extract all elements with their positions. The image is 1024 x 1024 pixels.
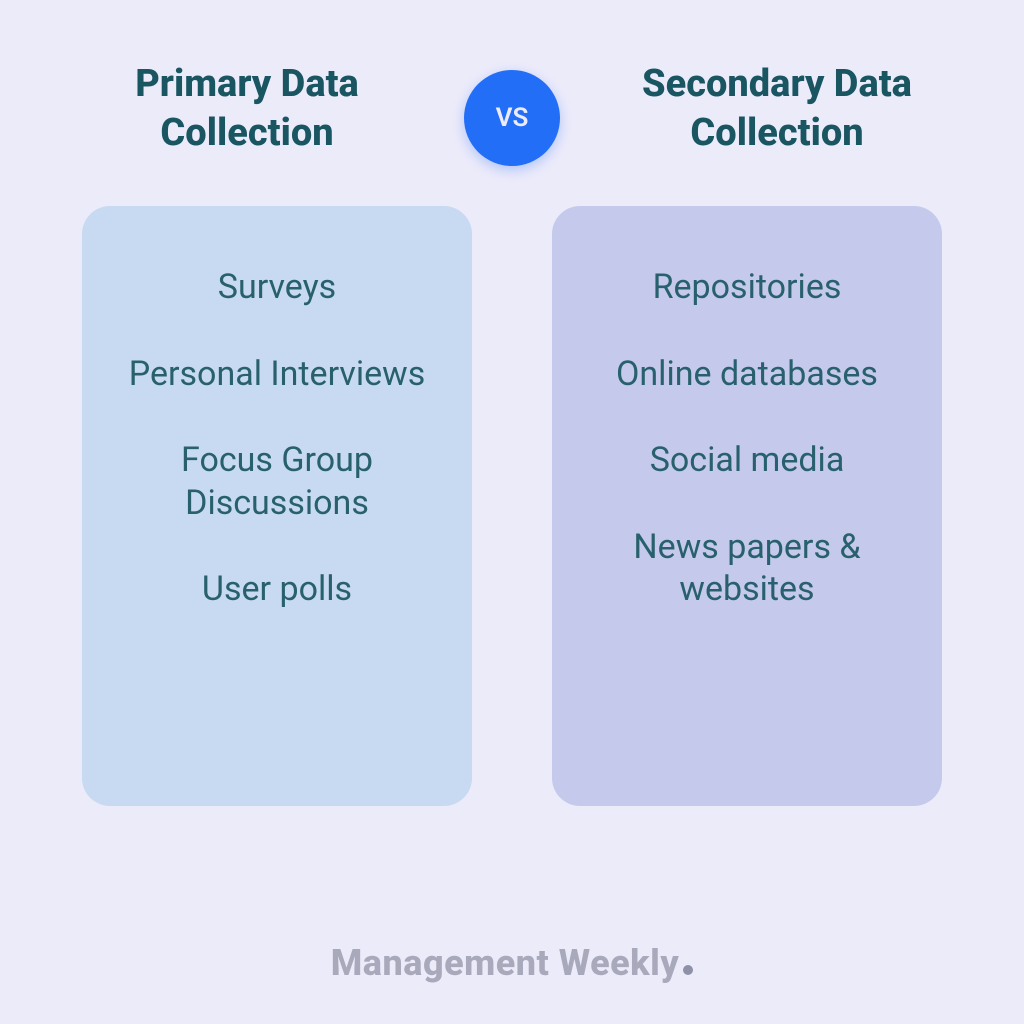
infographic-canvas: Primary Data Collection VS Secondary Dat… — [0, 0, 1024, 1024]
right-title: Secondary Data Collection — [590, 60, 964, 159]
list-item: Repositories — [653, 266, 842, 309]
cards-row: Surveys Personal Interviews Focus Group … — [60, 206, 964, 912]
list-item: Focus Group Discussions — [112, 439, 442, 524]
dot-icon — [683, 965, 693, 975]
vs-label: VS — [496, 103, 529, 133]
vs-badge: VS — [464, 70, 560, 166]
footer-text: Management Weekly — [331, 942, 679, 984]
list-item: Online databases — [616, 353, 878, 396]
left-title: Primary Data Collection — [60, 60, 434, 159]
primary-card: Surveys Personal Interviews Focus Group … — [82, 206, 472, 806]
footer-brand: Management Weekly — [331, 942, 693, 984]
list-item: News papers & websites — [582, 526, 912, 611]
list-item: Surveys — [218, 266, 336, 309]
header-row: Primary Data Collection VS Secondary Dat… — [60, 60, 964, 166]
list-item: User polls — [202, 568, 352, 611]
secondary-card: Repositories Online databases Social med… — [552, 206, 942, 806]
list-item: Personal Interviews — [129, 353, 426, 396]
list-item: Social media — [650, 439, 845, 482]
